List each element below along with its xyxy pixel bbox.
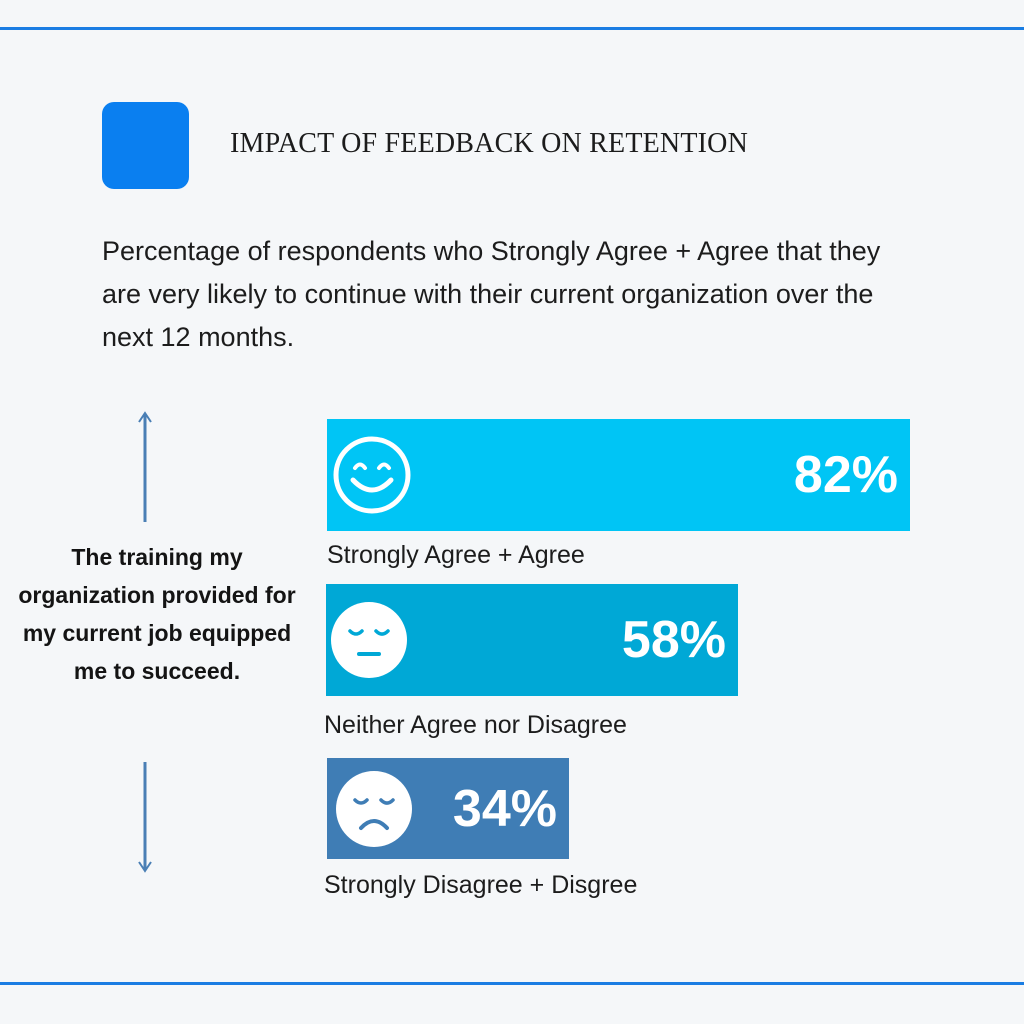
bar-value-label: 58% (621, 611, 726, 669)
chart-subtitle: Percentage of respondents who Strongly A… (102, 236, 881, 352)
arrow-up-icon (138, 411, 152, 522)
smile-face-icon (333, 436, 411, 514)
bar-value-label: 82% (793, 446, 898, 504)
arrow-down-icon (138, 762, 152, 873)
sad-face-icon (336, 770, 412, 847)
category-label: Neither Agree nor Disagree (324, 711, 627, 739)
bar-value-label: 34% (452, 779, 557, 838)
bar-strongly-agree: 82% (327, 419, 910, 531)
side-axis-label: The training my organization provided fo… (18, 544, 296, 684)
bar-neutral: 58% (326, 584, 738, 696)
neutral-face-icon (331, 602, 407, 678)
bar-strongly-disagree: 34% (327, 758, 569, 859)
bottom-accent-rule (0, 982, 1024, 985)
top-accent-rule (0, 27, 1024, 30)
blue-square-icon (102, 102, 189, 189)
category-label: Strongly Agree + Agree (327, 541, 585, 569)
page-title: IMPACT OF FEEDBACK ON RETENTION (230, 128, 749, 159)
category-label: Strongly Disagree + Disgree (324, 871, 638, 899)
